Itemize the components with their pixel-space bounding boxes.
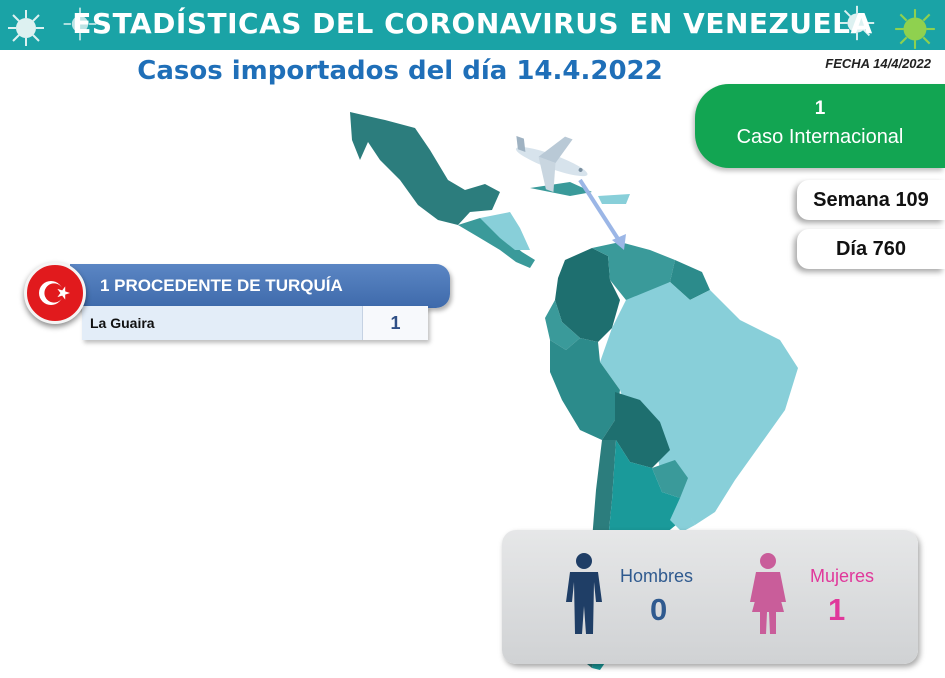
map-mexico [350, 112, 500, 225]
women-label: Mujeres [810, 566, 875, 586]
page-title: ESTADÍSTICAS DEL CORONAVIRUS EN VENEZUEL… [72, 7, 873, 40]
women-count: 1 [828, 592, 846, 627]
woman-icon [750, 553, 786, 634]
map-caribbean [530, 182, 592, 196]
gender-panel: Hombres 0 Mujeres 1 [502, 530, 918, 664]
international-count: 1 [814, 98, 826, 119]
map-bolivia [602, 392, 670, 468]
flight-arrow [578, 178, 622, 244]
turkey-flag-icon [24, 262, 86, 324]
map-venezuela [592, 242, 675, 300]
map-colombia [555, 248, 620, 342]
map-central-america-light [480, 212, 530, 250]
map-ecuador [545, 300, 580, 350]
virus-icon [8, 10, 44, 46]
origin-title: 1 PROCEDENTE DE TURQUÍA [70, 264, 450, 308]
state-count: 1 [362, 306, 428, 340]
map-caribbean-2 [598, 194, 630, 204]
airplane-icon [515, 135, 588, 193]
flight-arrow-head [612, 234, 626, 250]
man-icon [566, 553, 602, 634]
header-banner: ESTADÍSTICAS DEL CORONAVIRUS EN VENEZUEL… [0, 0, 945, 50]
international-case-card: 1 Caso Internacional [695, 84, 945, 168]
subtitle: Casos importados del día 14.4.2022 [137, 56, 663, 86]
map-central-america [458, 218, 535, 268]
virus-icon [839, 5, 875, 41]
virus-icon [895, 9, 935, 49]
date-label: FECHA 14/4/2022 [825, 56, 931, 71]
map-guianas [670, 260, 710, 300]
week-badge: Semana 109 [797, 180, 945, 220]
day-badge: Día 760 [797, 229, 945, 269]
map-brazil [600, 282, 798, 525]
table-row: La Guaira 1 [82, 306, 428, 340]
virus-icon [63, 7, 97, 41]
men-label: Hombres [620, 566, 694, 586]
map-paraguay [652, 460, 688, 498]
state-name: La Guaira [90, 315, 155, 331]
men-count: 0 [650, 592, 668, 627]
map-peru [550, 338, 620, 440]
international-label: Caso Internacional [736, 126, 904, 148]
map-uruguay [670, 498, 695, 532]
